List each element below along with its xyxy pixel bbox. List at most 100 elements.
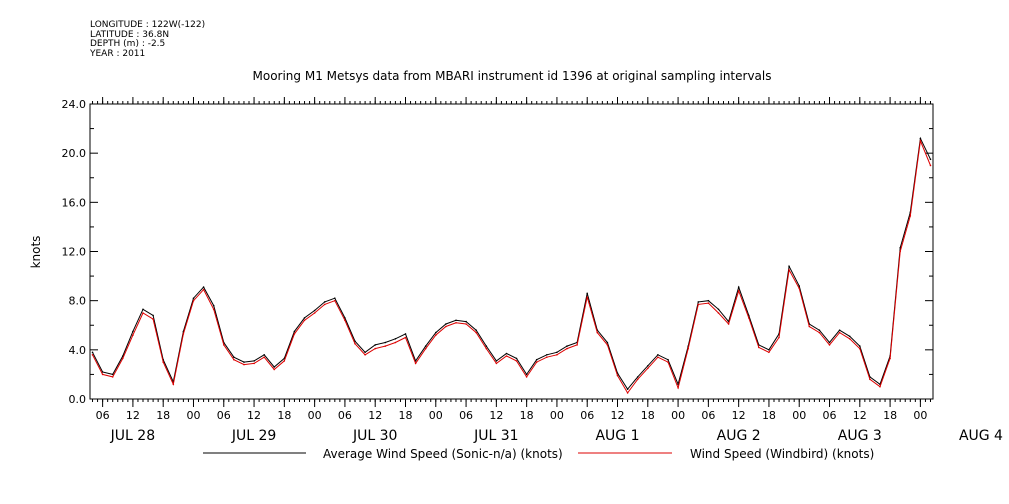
- data-point: [122, 357, 124, 360]
- legend-label: Average Wind Speed (Sonic-n/a) (knots): [323, 447, 563, 461]
- data-point: [172, 383, 175, 386]
- data-point: [828, 341, 831, 344]
- data-point: [495, 362, 498, 365]
- data-point: [515, 360, 518, 362]
- data-point: [899, 247, 901, 249]
- data-point: [707, 299, 710, 302]
- data-point: [394, 341, 397, 344]
- data-point: [374, 344, 377, 346]
- data-point: [334, 297, 336, 300]
- data-point: [263, 356, 266, 359]
- data-point: [233, 356, 235, 359]
- x-tick-label: 12: [611, 409, 625, 422]
- data-point: [445, 323, 447, 325]
- data-point: [566, 347, 568, 350]
- x-tick-label: 06: [459, 409, 473, 422]
- chart-title: Mooring M1 Metsys data from MBARI instru…: [253, 69, 772, 83]
- data-point: [798, 285, 800, 287]
- data-point: [636, 376, 639, 378]
- data-point: [91, 351, 94, 354]
- data-point: [263, 354, 266, 356]
- data-point: [667, 358, 669, 361]
- data-point: [404, 333, 407, 335]
- x-tick-label: 06: [823, 409, 837, 422]
- data-point: [142, 308, 144, 311]
- data-point: [243, 363, 245, 366]
- data-point: [697, 303, 700, 306]
- data-point: [737, 286, 740, 288]
- x-tick-label: 18: [398, 409, 412, 422]
- x-day-label: JUL 31: [473, 428, 518, 444]
- legend: Average Wind Speed (Sonic-n/a) (knots) Wi…: [203, 447, 874, 461]
- data-point: [626, 388, 629, 391]
- x-tick-label: 12: [368, 409, 382, 422]
- data-point: [919, 137, 922, 140]
- data-point: [859, 345, 861, 347]
- data-point: [677, 387, 679, 389]
- data-point: [414, 362, 417, 365]
- data-point: [132, 330, 134, 333]
- data-point: [253, 362, 255, 365]
- x-tick-label: 00: [429, 409, 443, 422]
- data-point: [636, 378, 639, 381]
- data-point: [798, 287, 800, 290]
- data-point: [768, 349, 770, 351]
- data-point: [697, 301, 700, 303]
- data-point: [111, 373, 114, 376]
- x-tick-label: 18: [762, 409, 776, 422]
- data-point: [818, 329, 821, 332]
- data-point: [495, 360, 498, 362]
- y-axis: 0.0 4.0 8.0 12.0 16.0 20.0 24.0: [62, 98, 933, 406]
- data-point: [657, 354, 659, 356]
- data-point: [505, 352, 508, 355]
- data-point: [899, 250, 901, 253]
- data-point: [525, 376, 528, 378]
- data-point: [485, 345, 488, 347]
- data-point: [505, 355, 508, 357]
- data-point: [647, 367, 649, 370]
- data-point: [485, 347, 488, 350]
- x-day-label: JUL 28: [110, 428, 155, 444]
- data-point: [535, 358, 538, 361]
- data-point: [848, 335, 851, 338]
- data-point: [828, 344, 831, 346]
- data-point: [606, 344, 609, 346]
- x-tick-label: 18: [156, 409, 170, 422]
- x-tick-label: 06: [217, 409, 231, 422]
- plot-frame: [89, 103, 934, 400]
- x-day-label: AUG 4: [959, 428, 1003, 444]
- data-point: [768, 351, 770, 354]
- station-metadata: LONGITUDE : 122W(-122) LATITUDE : 36.8N …: [90, 20, 205, 59]
- x-day-label: JUL 30: [352, 428, 397, 444]
- data-point: [475, 331, 478, 334]
- data-point: [293, 333, 296, 335]
- data-point: [364, 351, 366, 354]
- data-point: [717, 312, 720, 314]
- data-point: [778, 336, 780, 339]
- data-point: [737, 290, 740, 292]
- data-point: [182, 333, 185, 335]
- data-point: [556, 351, 558, 354]
- data-point: [364, 354, 366, 356]
- data-point: [394, 338, 397, 340]
- data-point: [556, 354, 558, 356]
- data-point: [546, 356, 548, 359]
- data-point: [344, 317, 346, 319]
- data-point: [374, 347, 377, 350]
- data-point: [788, 269, 790, 271]
- data-point: [344, 319, 346, 322]
- data-point: [212, 304, 215, 307]
- x-axis: 06 12 18 00 06 12 18 00 06 12 18 00 06 12 18 00 06 12 18 00…: [96, 97, 1003, 444]
- series-line-average-wind-speed: [92, 136, 931, 391]
- data-point: [111, 376, 114, 378]
- x-tick-label: 18: [883, 409, 897, 422]
- legend-label: Wind Speed (Windbird) (knots): [690, 447, 874, 461]
- data-point: [101, 371, 104, 373]
- x-tick-label: 00: [308, 409, 322, 422]
- x-tick-label: 06: [96, 409, 110, 422]
- data-point: [303, 317, 306, 319]
- data-point: [313, 309, 316, 312]
- minor-ticks: [92, 101, 931, 402]
- y-axis-label: knots: [29, 236, 43, 269]
- x-tick-label: 18: [641, 409, 655, 422]
